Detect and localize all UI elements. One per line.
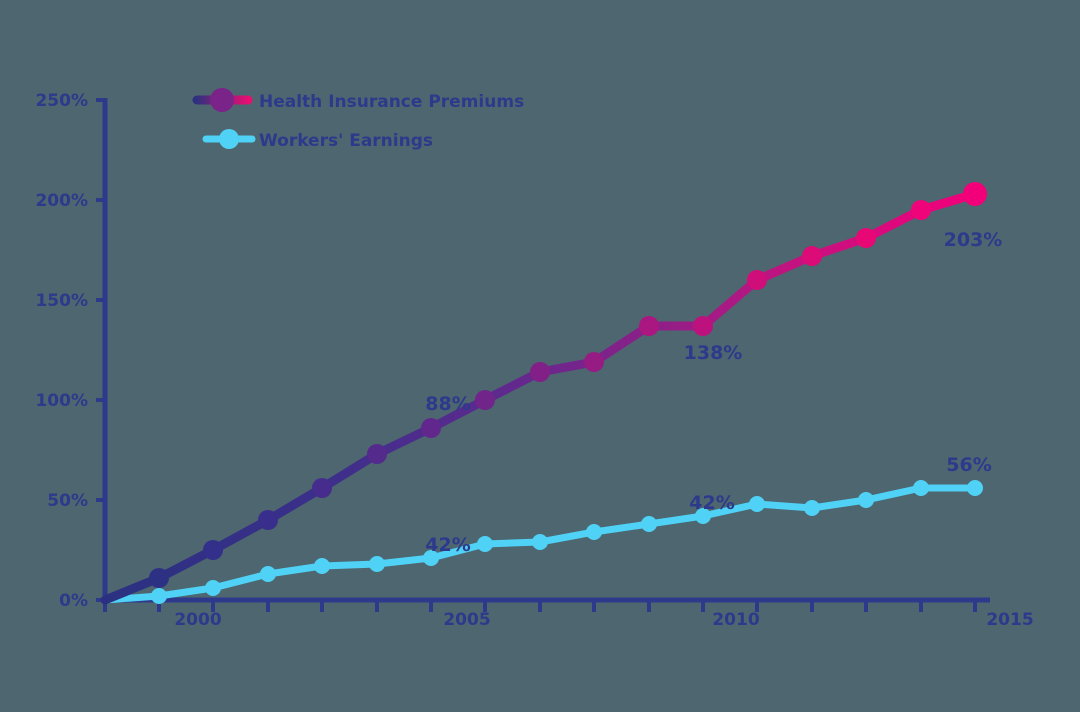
annotation-42-2005: 42% bbox=[425, 534, 470, 556]
y-tick-label-100: 100% bbox=[35, 391, 88, 411]
x-tick-label-2005: 2005 bbox=[443, 610, 490, 630]
premiums-markers bbox=[149, 182, 987, 588]
data-annotations: 88% 138% 203% 42% 42% 56% bbox=[425, 229, 1002, 556]
legend-marker-gradient-icon bbox=[210, 88, 234, 112]
y-tick-label-150: 150% bbox=[35, 291, 88, 311]
series-health-insurance-premiums bbox=[100, 182, 987, 605]
annotation-56: 56% bbox=[946, 454, 991, 476]
x-tick-label-2000: 2000 bbox=[174, 610, 221, 630]
x-axis-ticks bbox=[103, 600, 977, 612]
legend-marker-cyan-icon bbox=[219, 129, 239, 149]
annotation-203: 203% bbox=[944, 229, 1003, 251]
earnings-markers bbox=[151, 480, 983, 604]
y-tick-label-50: 50% bbox=[47, 491, 88, 511]
x-tick-label-2015: 2015 bbox=[986, 610, 1033, 630]
y-axis-ticks bbox=[96, 98, 105, 602]
annotation-42-2010: 42% bbox=[689, 492, 734, 514]
x-tick-label-2010: 2010 bbox=[712, 610, 759, 630]
y-tick-label-250: 250% bbox=[35, 91, 88, 111]
chart-legend: Health Insurance Premiums Workers' Earni… bbox=[192, 88, 524, 151]
legend-label-earnings: Workers' Earnings bbox=[259, 131, 433, 151]
y-tick-label-0: 0% bbox=[59, 591, 88, 611]
y-tick-label-200: 200% bbox=[35, 191, 88, 211]
axis-group: 250% 200% 150% 100% 50% 0% bbox=[35, 91, 1033, 630]
annotation-138: 138% bbox=[684, 342, 743, 364]
legend-item-health-insurance-premiums[interactable]: Health Insurance Premiums bbox=[192, 88, 524, 112]
legend-item-workers-earnings[interactable]: Workers' Earnings bbox=[202, 129, 433, 151]
series-workers-earnings bbox=[101, 480, 983, 604]
annotation-88: 88% bbox=[425, 393, 470, 415]
legend-label-premiums: Health Insurance Premiums bbox=[259, 92, 524, 112]
